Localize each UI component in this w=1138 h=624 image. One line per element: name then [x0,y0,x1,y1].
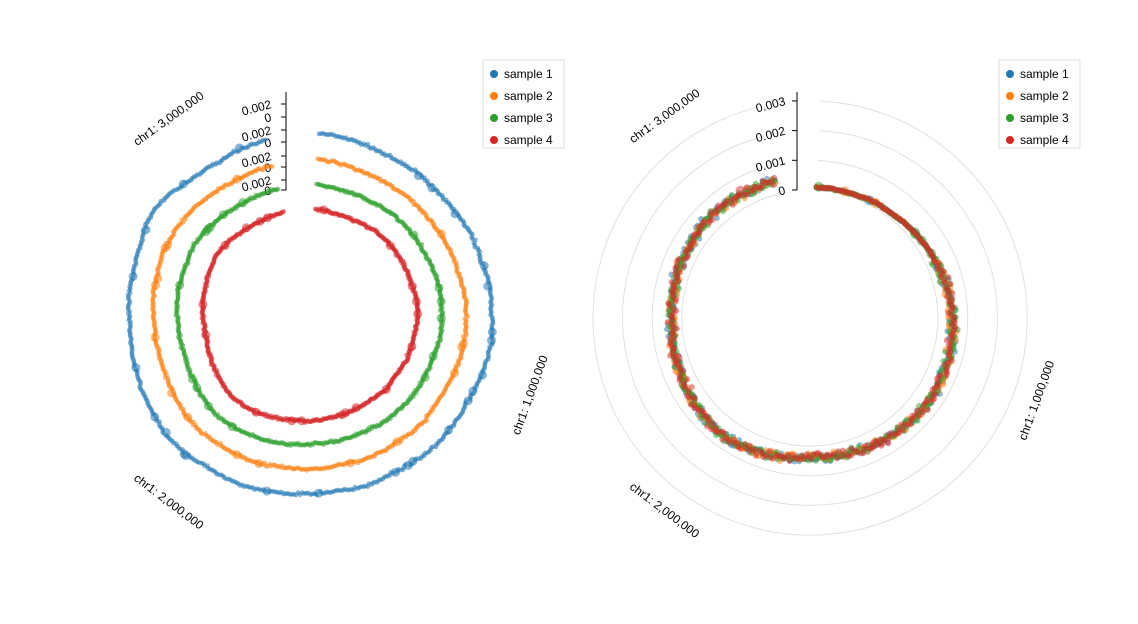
data-point [914,417,921,424]
legend-label: sample 2 [504,89,553,103]
legend-swatch [1006,114,1014,122]
data-point [687,401,694,408]
legend: sample 1 sample 2 sample 3 sample 4 [482,59,565,149]
data-point [812,457,819,464]
legend-label: sample 4 [1020,133,1069,147]
grid-ring [592,100,1028,536]
data-point [704,423,711,430]
legend: sample 1 sample 2 sample 3 sample 4 [998,59,1081,149]
data-point [928,397,935,404]
chromosome-label: chr1: 1,000,000 [1016,359,1058,442]
data-point [771,174,778,181]
data-point [834,455,841,462]
data-point [943,372,950,379]
legend-label: sample 1 [504,67,553,81]
data-point [664,319,671,326]
data-point [936,278,943,285]
legend-swatch [490,70,498,78]
data-point [676,372,683,378]
data-point [269,164,275,169]
data-point [281,209,286,214]
data-point [708,209,715,215]
legend-label: sample 2 [1020,89,1069,103]
series-4 [664,174,959,464]
series-1 [125,131,497,498]
data-point [724,198,731,204]
data-point [680,263,687,270]
y-tick-label: 0 [263,135,273,150]
data-point [786,458,793,464]
data-point [729,201,736,208]
chromosome-label: chr1: 1,000,000 [509,353,551,436]
data-point [709,217,716,223]
chromosome-label: chr1: 2,000,000 [627,479,702,541]
legend-swatch [1006,92,1014,100]
data-point [668,279,675,286]
data-point [839,447,846,454]
grid-ring [622,130,998,506]
data-point [929,386,936,393]
data-point [743,184,750,191]
legend-swatch [1006,70,1014,78]
legend-label: sample 3 [504,111,553,125]
data-point [835,448,842,455]
legend-label: sample 3 [1020,111,1069,125]
data-point [898,421,905,428]
grid-ring [651,160,969,477]
series-4 [198,205,423,426]
legend-swatch [490,92,498,100]
data-point [263,137,268,143]
data-point [949,335,956,342]
overlaid-circular-plot: 0.003 0.002 0.001 0 chr1: 1,000,000 chr1: 2,0… [592,59,1081,541]
data-point [684,376,691,383]
series-2 [150,156,470,473]
data-point [861,445,867,452]
legend-swatch [490,114,498,122]
series-3 [173,181,446,448]
data-point [752,452,759,459]
data-point [742,445,749,452]
data-point [924,406,931,413]
legend-swatch [1006,136,1014,144]
y-tick-label: 0.001 [754,153,787,174]
data-point [673,263,680,270]
data-point [719,436,726,443]
data-point [742,441,749,448]
data-point [681,380,688,387]
y-tick-label: 0 [777,183,787,198]
data-point [669,321,676,328]
data-point [949,290,956,297]
data-point [665,300,672,307]
data-point [838,453,845,459]
data-point [789,452,796,458]
data-point [885,440,892,447]
chromosome-label: chr1: 2,000,000 [131,471,206,533]
data-point [700,218,707,225]
data-point [275,186,281,192]
data-point [710,420,717,427]
data-point [688,384,695,391]
data-point [766,448,773,455]
data-point [848,445,855,452]
grid-ring [681,189,939,447]
data-point [747,447,754,454]
data-point [730,436,737,443]
y-tick-label: 0.003 [754,94,787,115]
data-point [676,269,683,276]
data-point [770,182,777,189]
y-tick-label: 0 [263,110,273,125]
data-point [690,394,697,401]
y-tick-label: 0.002 [754,124,787,145]
data-point [675,256,682,263]
data-point [947,280,954,287]
data-point [945,274,952,281]
legend-label: sample 4 [504,133,553,147]
legend-swatch [490,136,498,144]
data-point [757,448,764,455]
chromosome-label: chr1: 3,000,000 [131,88,207,148]
legend-label: sample 1 [1020,67,1069,81]
chromosome-label: chr1: 3,000,000 [627,86,703,146]
